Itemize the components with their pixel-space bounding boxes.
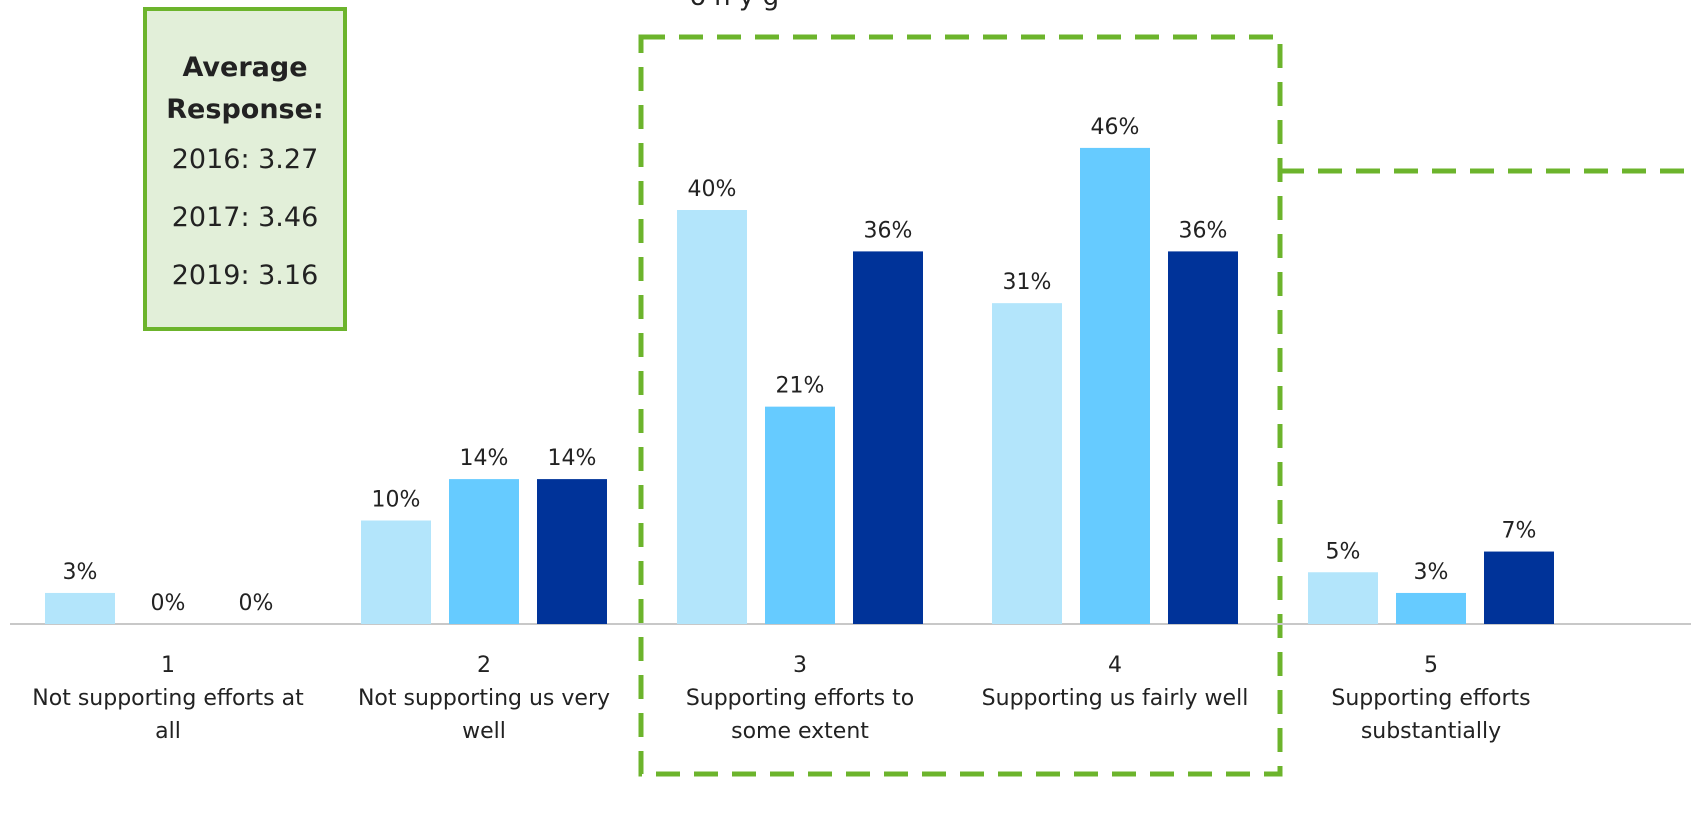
category-label-5-line3: substantially bbox=[1361, 719, 1501, 744]
category-label-2-line2: Not supporting us very bbox=[358, 686, 610, 711]
data-label-series2-cat4: 46% bbox=[1091, 115, 1140, 140]
category-label-4-line2: Supporting us fairly well bbox=[982, 686, 1249, 711]
category-label-1-line1: 1 bbox=[161, 653, 175, 678]
bar-series1-cat1 bbox=[45, 592, 115, 624]
bar-series1-cat4 bbox=[992, 303, 1062, 624]
category-label-5-line1: 5 bbox=[1424, 653, 1438, 678]
data-label-series3-cat3: 36% bbox=[864, 218, 913, 243]
bar-series2-cat4 bbox=[1080, 147, 1150, 624]
category-label-3-line2: Supporting efforts to bbox=[686, 686, 914, 711]
category-label-2-line3: well bbox=[462, 719, 506, 744]
average-response-box: Average Response: 2016: 3.27 2017: 3.46 … bbox=[143, 7, 347, 331]
category-label-3-line1: 3 bbox=[793, 653, 807, 678]
data-label-series3-cat4: 36% bbox=[1179, 218, 1228, 243]
data-label-series1-cat1: 3% bbox=[63, 560, 98, 585]
average-2019: 2019: 3.16 bbox=[171, 260, 319, 291]
bar-series1-cat2 bbox=[361, 520, 431, 624]
data-label-series3-cat1: 0% bbox=[239, 591, 274, 616]
bar-series2-cat5 bbox=[1396, 592, 1466, 624]
average-2016: 2016: 3.27 bbox=[171, 144, 319, 175]
data-label-series3-cat5: 7% bbox=[1502, 519, 1537, 544]
data-label-series2-cat2: 14% bbox=[460, 446, 509, 471]
data-label-series2-cat3: 21% bbox=[776, 374, 825, 399]
chart-title-fragment: o n y g bbox=[690, 0, 779, 12]
bar-series2-cat3 bbox=[765, 406, 835, 624]
bar-series3-cat5 bbox=[1484, 551, 1554, 624]
bar-series3-cat3 bbox=[853, 251, 923, 624]
data-label-series2-cat5: 3% bbox=[1414, 560, 1449, 585]
data-labels-group: 3% 10% 40% 31% 5% 0% 14% 21% 46% 3% 0% 14% 36% 36% 7% bbox=[63, 115, 1537, 616]
data-label-series3-cat2: 14% bbox=[548, 446, 597, 471]
bar-series3-cat4 bbox=[1168, 251, 1238, 624]
category-label-2-line1: 2 bbox=[477, 653, 491, 678]
category-label-1-line3: all bbox=[155, 719, 181, 744]
bar-series1-cat3 bbox=[677, 210, 747, 624]
data-label-series1-cat4: 31% bbox=[1003, 270, 1052, 295]
average-title-line1: Average bbox=[182, 52, 308, 83]
data-label-series1-cat5: 5% bbox=[1326, 539, 1361, 564]
average-response-title: Average Response: bbox=[147, 47, 343, 131]
category-label-1-line2: Not supporting efforts at bbox=[32, 686, 304, 711]
bars-group bbox=[45, 147, 1554, 624]
average-title-line2: Response: bbox=[166, 94, 324, 125]
data-label-series1-cat2: 10% bbox=[372, 488, 421, 513]
bar-series2-cat2 bbox=[449, 479, 519, 624]
highlight-frames bbox=[638, 34, 1691, 777]
category-label-4-line1: 4 bbox=[1108, 653, 1122, 678]
data-label-series2-cat1: 0% bbox=[151, 591, 186, 616]
category-labels-group: 1 Not supporting efforts at all 2 Not suppor… bbox=[32, 653, 1530, 744]
average-2017: 2017: 3.46 bbox=[171, 202, 319, 233]
bar-series3-cat2 bbox=[537, 479, 607, 624]
data-label-series1-cat3: 40% bbox=[688, 177, 737, 202]
bar-series1-cat5 bbox=[1308, 572, 1378, 624]
category-label-3-line3: some extent bbox=[731, 719, 869, 744]
highlight-frame-3-4 bbox=[638, 34, 1283, 777]
category-label-5-line2: Supporting efforts bbox=[1331, 686, 1530, 711]
